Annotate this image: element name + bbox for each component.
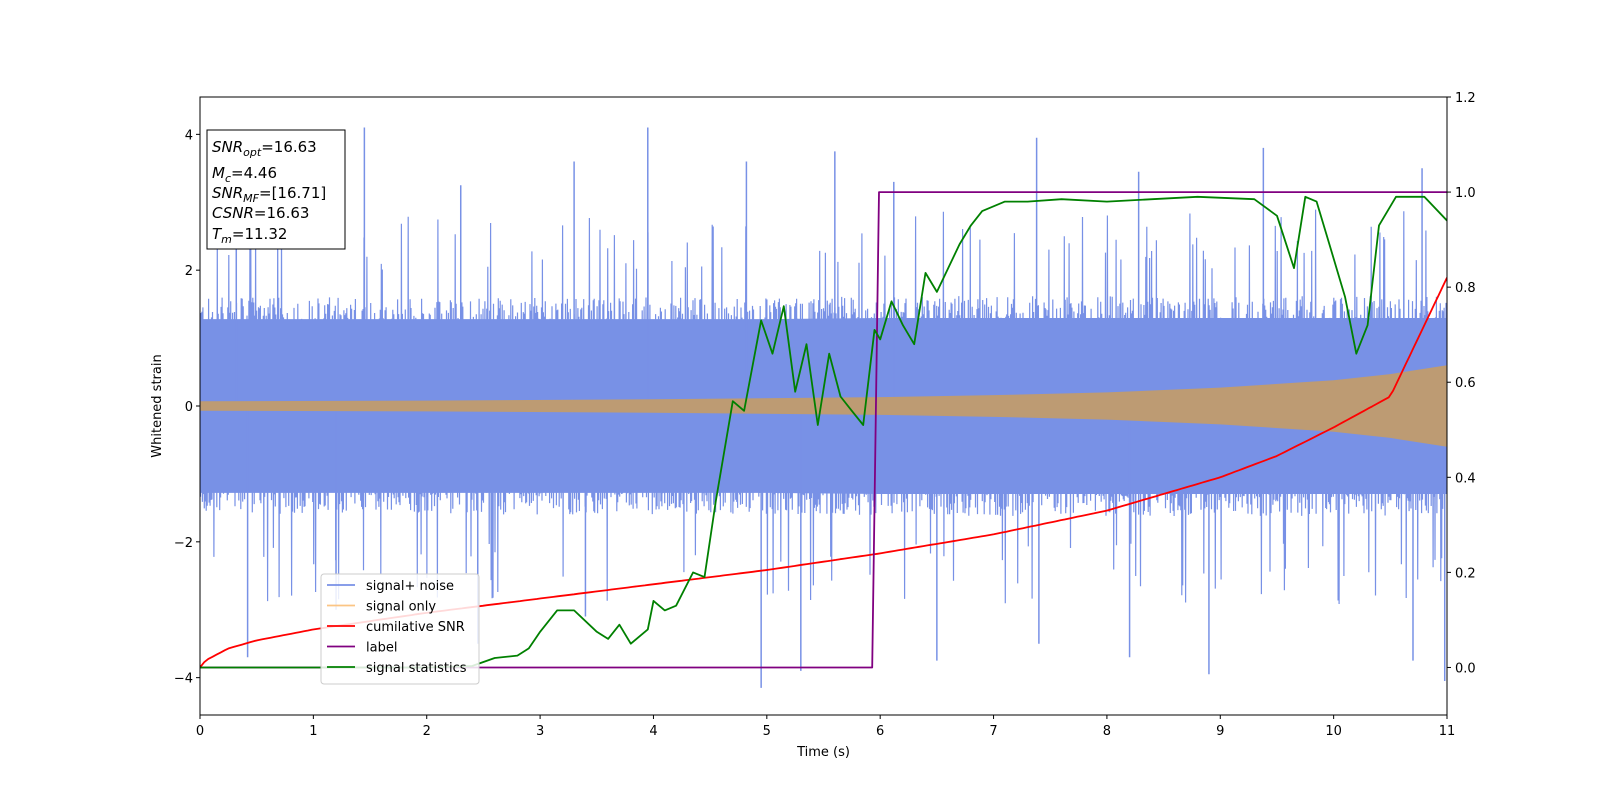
- x-tick-label: 3: [536, 724, 544, 739]
- info-mc: Mc=4.46: [212, 164, 277, 185]
- x-tick-label: 11: [1439, 724, 1456, 739]
- x-tick-label: 6: [876, 724, 884, 739]
- series-signal-only: [200, 365, 1447, 447]
- y2-tick-label: 0.2: [1455, 566, 1476, 581]
- x-tick-label: 4: [649, 724, 657, 739]
- y2-tick-label: 0.8: [1455, 281, 1476, 296]
- info-snr-opt: SNRopt=16.63: [212, 138, 317, 159]
- info-box: SNRopt=16.63 Mc=4.46 SNRMF=[16.71] CSNR=…: [206, 129, 346, 250]
- y2-tick-label: 0.4: [1455, 471, 1476, 486]
- legend-label: signal+ noise: [366, 579, 454, 594]
- x-tick-label: 0: [196, 724, 204, 739]
- y2-tick-label: 0.6: [1455, 376, 1476, 391]
- x-axis-label: Time (s): [796, 745, 850, 760]
- x-tick-label: 8: [1103, 724, 1111, 739]
- info-box-frame: [206, 129, 346, 250]
- y-tick-label: 0: [185, 400, 193, 415]
- x-tick-label: 2: [423, 724, 431, 739]
- x-tick-label: 5: [763, 724, 771, 739]
- y2-tick-label: 0.0: [1455, 661, 1476, 676]
- x-tick-label: 7: [989, 724, 997, 739]
- series-signal-statistics: [200, 195, 1447, 669]
- info-csnr: CSNR=16.63: [212, 204, 309, 222]
- legend-frame: [320, 573, 480, 685]
- info-tm: Tm=11.32: [212, 225, 287, 246]
- y-tick-label: 4: [185, 128, 193, 143]
- info-snr-mf: SNRMF=[16.71]: [212, 184, 326, 205]
- legend: signal+ noise signal only cumilative SNR la…: [320, 573, 480, 685]
- y2-tick-label: 1.0: [1455, 186, 1476, 201]
- series-label: [200, 191, 1447, 669]
- x-tick-label: 9: [1216, 724, 1224, 739]
- y-tick-label: −2: [174, 536, 193, 551]
- y2-tick-label: 1.2: [1455, 91, 1476, 106]
- y-axis-label: Whitened strain: [150, 354, 165, 457]
- x-tick-label: 10: [1325, 724, 1342, 739]
- legend-label: label: [366, 641, 397, 656]
- legend-label: signal statistics: [366, 661, 467, 676]
- legend-label: signal only: [366, 600, 436, 615]
- x-tick-label: 1: [309, 724, 317, 739]
- y-tick-label: −4: [174, 672, 193, 687]
- legend-label: cumilative SNR: [366, 620, 465, 635]
- y-tick-label: 2: [185, 264, 193, 279]
- signal-only-band: [200, 365, 1447, 447]
